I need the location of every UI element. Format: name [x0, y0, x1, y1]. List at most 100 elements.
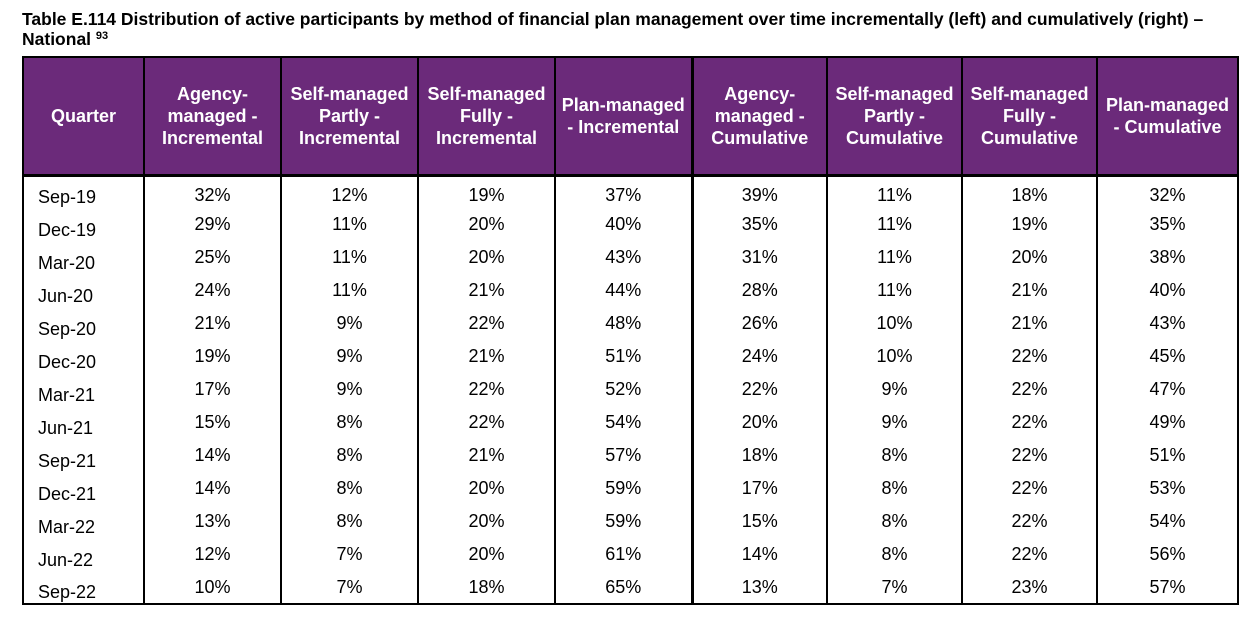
- value-cell: 15%: [692, 505, 828, 538]
- value-cell: 22%: [962, 538, 1098, 571]
- value-cell: 32%: [1097, 175, 1239, 208]
- value-cell: 19%: [962, 208, 1098, 241]
- table-container: Quarter Agency-managed - Incremental Self-…: [22, 56, 1239, 605]
- table-row: Sep-19 32% 12% 19% 37% 39% 11% 18% 32%: [22, 175, 1239, 208]
- value-cell: 9%: [281, 373, 419, 406]
- value-cell: 17%: [144, 373, 282, 406]
- value-cell: 20%: [418, 538, 556, 571]
- value-cell: 53%: [1097, 472, 1239, 505]
- value-cell: 8%: [827, 472, 963, 505]
- table-row: Jun-21 15% 8% 22% 54% 20% 9% 22% 49%: [22, 406, 1239, 439]
- value-cell: 23%: [962, 571, 1098, 605]
- value-cell: 12%: [281, 175, 419, 208]
- value-cell: 44%: [555, 274, 694, 307]
- column-header: Self-managed Partly - Incremental: [281, 56, 419, 177]
- value-cell: 24%: [144, 274, 282, 307]
- value-cell: 26%: [692, 307, 828, 340]
- value-cell: 10%: [827, 307, 963, 340]
- value-cell: 39%: [692, 175, 828, 208]
- value-cell: 12%: [144, 538, 282, 571]
- table-row: Dec-19 29% 11% 20% 40% 35% 11% 19% 35%: [22, 208, 1239, 241]
- column-header: Agency-managed - Cumulative: [692, 56, 828, 177]
- value-cell: 22%: [962, 373, 1098, 406]
- value-cell: 21%: [144, 307, 282, 340]
- value-cell: 22%: [418, 373, 556, 406]
- quarter-cell: Sep-19: [22, 175, 145, 208]
- quarter-cell: Mar-21: [22, 373, 145, 406]
- value-cell: 51%: [555, 340, 694, 373]
- value-cell: 21%: [962, 274, 1098, 307]
- value-cell: 18%: [692, 439, 828, 472]
- table-caption: Table E.114 Distribution of active parti…: [22, 9, 1242, 49]
- value-cell: 19%: [144, 340, 282, 373]
- value-cell: 13%: [692, 571, 828, 605]
- value-cell: 11%: [827, 208, 963, 241]
- value-cell: 11%: [281, 241, 419, 274]
- value-cell: 21%: [418, 340, 556, 373]
- value-cell: 8%: [827, 505, 963, 538]
- value-cell: 17%: [692, 472, 828, 505]
- value-cell: 20%: [418, 208, 556, 241]
- value-cell: 22%: [962, 406, 1098, 439]
- value-cell: 65%: [555, 571, 694, 605]
- value-cell: 59%: [555, 472, 694, 505]
- table-row: Dec-20 19% 9% 21% 51% 24% 10% 22% 45%: [22, 340, 1239, 373]
- value-cell: 47%: [1097, 373, 1239, 406]
- value-cell: 54%: [1097, 505, 1239, 538]
- value-cell: 40%: [1097, 274, 1239, 307]
- value-cell: 35%: [692, 208, 828, 241]
- value-cell: 18%: [418, 571, 556, 605]
- value-cell: 22%: [418, 406, 556, 439]
- quarter-cell: Dec-20: [22, 340, 145, 373]
- value-cell: 37%: [555, 175, 694, 208]
- header-row: Quarter Agency-managed - Incremental Self-…: [22, 56, 1239, 177]
- value-cell: 24%: [692, 340, 828, 373]
- value-cell: 32%: [144, 175, 282, 208]
- value-cell: 57%: [555, 439, 694, 472]
- value-cell: 54%: [555, 406, 694, 439]
- quarter-cell: Mar-22: [22, 505, 145, 538]
- value-cell: 9%: [281, 340, 419, 373]
- table-row: Sep-21 14% 8% 21% 57% 18% 8% 22% 51%: [22, 439, 1239, 472]
- value-cell: 9%: [281, 307, 419, 340]
- footnote-ref[interactable]: 93: [95, 30, 109, 42]
- quarter-cell: Sep-22: [22, 571, 145, 605]
- value-cell: 29%: [144, 208, 282, 241]
- value-cell: 14%: [144, 472, 282, 505]
- value-cell: 15%: [144, 406, 282, 439]
- value-cell: 18%: [962, 175, 1098, 208]
- value-cell: 21%: [418, 439, 556, 472]
- value-cell: 45%: [1097, 340, 1239, 373]
- value-cell: 7%: [827, 571, 963, 605]
- quarter-cell: Jun-21: [22, 406, 145, 439]
- table-row: Dec-21 14% 8% 20% 59% 17% 8% 22% 53%: [22, 472, 1239, 505]
- value-cell: 20%: [962, 241, 1098, 274]
- column-header: Plan-managed - Cumulative: [1097, 56, 1239, 177]
- table-row: Jun-20 24% 11% 21% 44% 28% 11% 21% 40%: [22, 274, 1239, 307]
- value-cell: 10%: [144, 571, 282, 605]
- value-cell: 20%: [418, 472, 556, 505]
- column-header: Self-managed Fully - Incremental: [418, 56, 556, 177]
- quarter-cell: Mar-20: [22, 241, 145, 274]
- quarter-cell: Sep-21: [22, 439, 145, 472]
- value-cell: 11%: [827, 175, 963, 208]
- value-cell: 43%: [555, 241, 694, 274]
- value-cell: 20%: [692, 406, 828, 439]
- value-cell: 22%: [692, 373, 828, 406]
- table-row: Jun-22 12% 7% 20% 61% 14% 8% 22% 56%: [22, 538, 1239, 571]
- value-cell: 20%: [418, 505, 556, 538]
- quarter-cell: Dec-21: [22, 472, 145, 505]
- value-cell: 57%: [1097, 571, 1239, 605]
- table-row: Sep-20 21% 9% 22% 48% 26% 10% 21% 43%: [22, 307, 1239, 340]
- value-cell: 25%: [144, 241, 282, 274]
- value-cell: 11%: [281, 274, 419, 307]
- column-header: Agency-managed - Incremental: [144, 56, 282, 177]
- value-cell: 8%: [281, 472, 419, 505]
- value-cell: 49%: [1097, 406, 1239, 439]
- table-row: Sep-22 10% 7% 18% 65% 13% 7% 23% 57%: [22, 571, 1239, 605]
- value-cell: 8%: [827, 538, 963, 571]
- value-cell: 11%: [281, 208, 419, 241]
- value-cell: 11%: [827, 241, 963, 274]
- table-body: Sep-19 32% 12% 19% 37% 39% 11% 18% 32% Dec-19 29% 1…: [22, 175, 1239, 605]
- table-row: Mar-22 13% 8% 20% 59% 15% 8% 22% 54%: [22, 505, 1239, 538]
